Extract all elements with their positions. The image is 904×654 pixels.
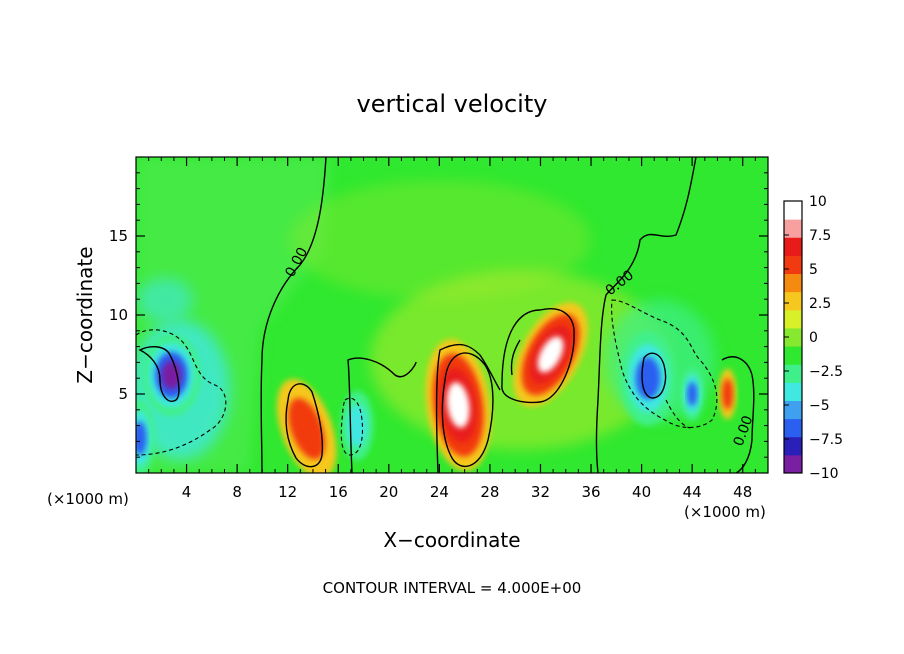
field-shading	[137, 278, 193, 322]
x-tick-label: 20	[379, 483, 398, 501]
field-blob	[635, 357, 661, 400]
contour-line	[347, 357, 417, 473]
contour-line	[501, 308, 575, 404]
contour-line	[435, 343, 501, 473]
colorbar-swatch	[784, 273, 802, 293]
field-blob	[347, 404, 368, 447]
contour-line	[138, 346, 180, 402]
y-axis: 5 10 15	[109, 172, 768, 458]
colorbar-swatch	[784, 382, 802, 401]
contour-line	[721, 356, 755, 473]
contour-line	[641, 352, 667, 399]
x-tick-label: 44	[683, 483, 702, 501]
colorbar-swatch	[784, 255, 802, 275]
x-tick-label: 40	[632, 483, 651, 501]
contour-line	[285, 383, 324, 468]
colorbar-swatch	[784, 454, 802, 474]
x-unit-right: (×1000 m)	[684, 503, 766, 521]
colorbar-swatch	[784, 436, 802, 456]
field-blob	[687, 382, 698, 406]
x-tick-label: 8	[232, 483, 242, 501]
colorbar-swatch	[784, 418, 802, 438]
colorbar-tick-label: −10	[809, 466, 839, 482]
contour-line-negative	[340, 397, 364, 456]
field-blob	[136, 421, 147, 456]
colorbar-tick-label: 7.5	[809, 228, 831, 244]
field-blob	[161, 360, 182, 390]
colorbar-tick-label: −5	[809, 398, 830, 414]
colorbar-swatch	[784, 291, 802, 311]
field-shading	[290, 180, 590, 300]
x-tick-label: 4	[182, 483, 192, 501]
contour-line	[260, 157, 327, 473]
colorbar-tick-label: 2.5	[809, 296, 831, 312]
contour-line	[595, 157, 697, 473]
contour-line-negative	[611, 299, 718, 429]
x-tick-label: 32	[531, 483, 550, 501]
field-blob	[288, 398, 325, 460]
field-blob	[722, 378, 733, 410]
colorbar-swatch	[784, 309, 802, 329]
x-unit-left: (×1000 m)	[47, 490, 129, 508]
x-axis: 4 8 12 16 20 24 28 32 36 40 44 48	[148, 157, 756, 501]
x-axis-label: X−coordinate	[383, 528, 520, 552]
x-tick-label: 12	[278, 483, 297, 501]
x-tick-label: 16	[329, 483, 348, 501]
y-tick-label: 10	[109, 306, 128, 324]
colorbar-tick-label: −2.5	[809, 364, 843, 380]
chart-title: vertical velocity	[357, 90, 548, 118]
colorbar-swatch	[784, 364, 802, 383]
velocity-field	[136, 157, 768, 473]
contour-line-negative	[665, 399, 691, 429]
y-axis-label: Z−coordinate	[73, 246, 97, 383]
contour-lines	[136, 157, 755, 473]
contour-line	[510, 339, 521, 376]
x-tick-label: 36	[581, 483, 600, 501]
colorbar-swatch	[784, 346, 802, 365]
field-blob	[537, 336, 564, 373]
colorbar-tick-label: 0	[809, 330, 818, 346]
contour-line-negative	[136, 329, 227, 456]
colorbar-tick-label: −7.5	[809, 432, 843, 448]
y-tick-label: 15	[109, 227, 128, 245]
x-tick-label: 28	[480, 483, 499, 501]
field-blob	[446, 382, 470, 428]
contour-interval-note: CONTOUR INTERVAL = 4.000E+00	[323, 579, 582, 597]
colorbar-swatch	[784, 327, 802, 347]
contour-line	[441, 352, 494, 467]
x-tick-label: 24	[430, 483, 449, 501]
colorbar: 10 7.5 5 2.5 0 −2.5 −5 −7.5 −10	[783, 194, 843, 482]
colorbar-swatch	[784, 237, 802, 256]
field-blobs	[136, 157, 737, 473]
x-tick-label: 48	[733, 483, 752, 501]
colorbar-swatch	[784, 400, 802, 420]
y-tick-label: 5	[118, 385, 128, 403]
colorbar-swatch	[784, 219, 802, 238]
colorbar-swatch	[784, 201, 802, 220]
colorbar-tick-label: 10	[809, 194, 827, 210]
colorbar-tick-label: 5	[809, 262, 818, 278]
